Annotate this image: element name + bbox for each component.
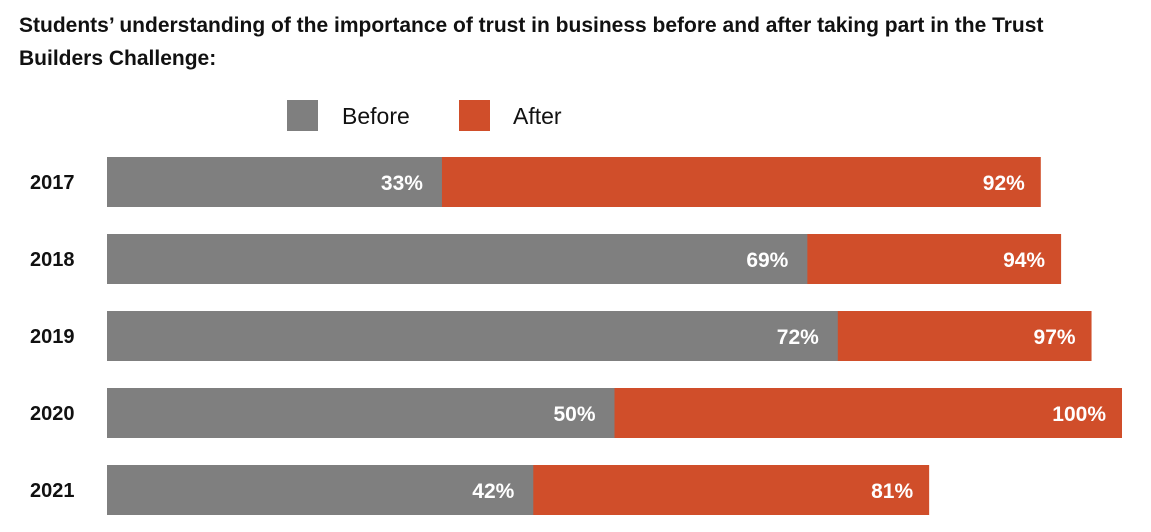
data-label-after: 97% (1034, 326, 1076, 349)
category-label: 2017 (30, 172, 75, 194)
data-label-after: 100% (1052, 403, 1106, 426)
category-label: 2019 (30, 326, 75, 348)
bar-before (107, 157, 442, 207)
category-label: 2021 (30, 480, 75, 502)
data-label-after: 81% (871, 480, 913, 503)
legend-label-before: Before (342, 103, 410, 129)
bar-before (107, 388, 615, 438)
data-label-before: 72% (777, 326, 819, 349)
data-label-before: 42% (472, 480, 514, 503)
legend-swatch-before (287, 100, 318, 131)
bar-before (107, 311, 838, 361)
legend-label-after: After (513, 103, 562, 129)
data-label-after: 92% (983, 172, 1025, 195)
data-label-before: 69% (746, 249, 788, 272)
bar-before (107, 465, 534, 515)
data-label-before: 33% (381, 172, 423, 195)
legend-swatch-after (459, 100, 490, 131)
bar-before (107, 234, 808, 284)
data-label-after: 94% (1003, 249, 1045, 272)
category-label: 2020 (30, 403, 75, 425)
data-label-before: 50% (553, 403, 595, 426)
chart-title: Students’ understanding of the importanc… (19, 14, 1044, 70)
category-label: 2018 (30, 249, 75, 271)
